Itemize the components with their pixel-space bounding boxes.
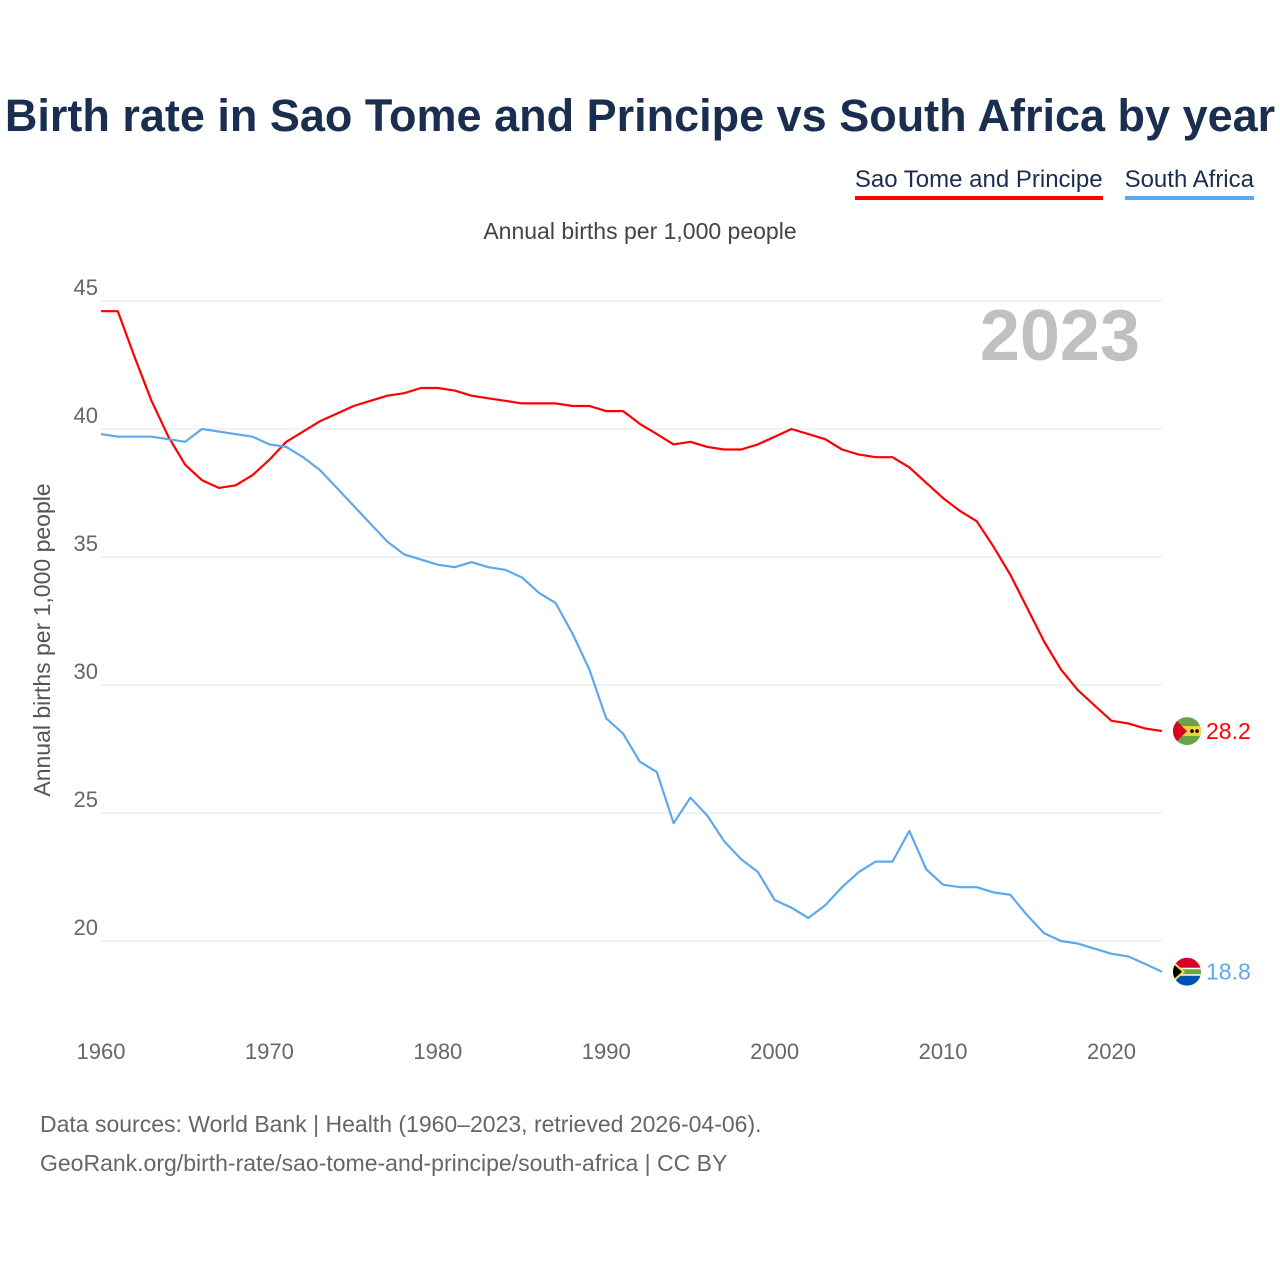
y-tick-label: 25 [74,787,98,812]
x-tick-label: 1990 [582,1039,631,1064]
year-badge: 2023 [980,296,1140,376]
chart-subtitle: Annual births per 1,000 people [483,218,797,244]
legend-item-sao-tome[interactable]: Sao Tome and Principe [854,166,1103,200]
x-tick-label: 1980 [413,1039,462,1064]
x-tick-label: 1970 [245,1039,294,1064]
x-tick-label: 2000 [750,1039,799,1064]
y-tick-label: 35 [74,531,98,556]
x-tick-label: 1960 [77,1039,126,1064]
legend-item-south-africa[interactable]: South Africa [1124,166,1254,200]
legend: Sao Tome and Principe South Africa [854,166,1254,200]
footer-link[interactable]: GeoRank.org/birth-rate/sao-tome-and-prin… [40,1150,728,1176]
end-value-label: 18.8 [1206,959,1251,985]
y-tick-label: 45 [74,275,98,300]
x-tick-label: 2020 [1087,1039,1136,1064]
end-value-label: 28.2 [1206,718,1251,744]
y-tick-label: 20 [74,915,98,940]
footer: Data sources: World Bank | Health (1960–… [40,1105,762,1183]
footer-sources: Data sources: World Bank | Health (1960–… [40,1111,762,1137]
series-line-sao-tome [101,310,1163,733]
south-africa-flag-icon [1173,957,1201,986]
sao-tome-flag-icon [1173,717,1201,746]
x-tick-label: 2010 [919,1039,968,1064]
chart-title: Birth rate in Sao Tome and Principe vs S… [4,90,1276,141]
y-tick-label: 40 [74,403,98,428]
series-line-south-africa [100,427,1163,973]
y-axis-label: Annual births per 1,000 people [29,483,55,796]
y-tick-label: 30 [74,659,98,684]
